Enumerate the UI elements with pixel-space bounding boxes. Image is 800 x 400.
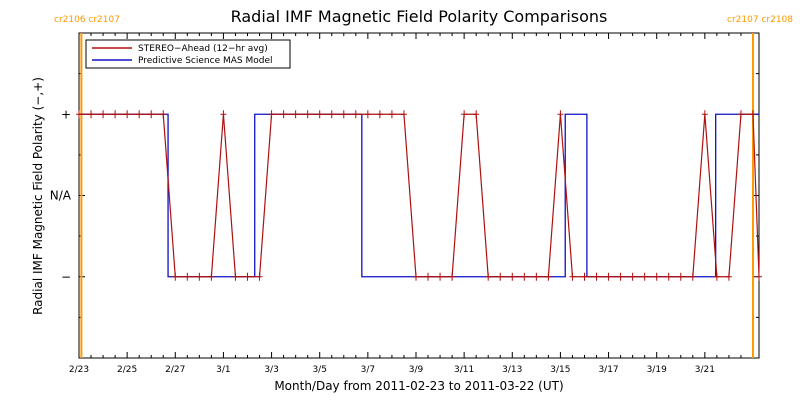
stereo-point xyxy=(449,272,456,281)
stereo-point xyxy=(581,272,588,281)
stereo-point xyxy=(725,272,732,281)
stereo-point xyxy=(184,272,191,281)
stereo-point xyxy=(208,272,215,281)
stereo-point xyxy=(461,110,468,119)
stereo-point xyxy=(425,272,432,281)
carrington-label-left: cr2106 cr2107 xyxy=(54,15,120,25)
stereo-point xyxy=(593,272,600,281)
stereo-point xyxy=(196,272,203,281)
stereo-point xyxy=(316,110,323,119)
plot-frame xyxy=(78,32,760,359)
stereo-point xyxy=(629,272,636,281)
stereo-point xyxy=(352,110,359,119)
stereo-point xyxy=(376,110,383,119)
stereo-point xyxy=(473,110,480,119)
x-tick-label: 3/13 xyxy=(502,365,522,375)
stereo-point xyxy=(328,110,335,119)
stereo-point xyxy=(713,272,720,281)
stereo-point xyxy=(485,272,492,281)
stereo-point xyxy=(88,110,95,119)
stereo-point xyxy=(304,110,311,119)
stereo-point xyxy=(545,272,552,281)
x-tick-label: 3/1 xyxy=(216,365,230,375)
stereo-point xyxy=(557,110,564,119)
stereo-point xyxy=(737,110,744,119)
model-series xyxy=(79,113,759,278)
stereo-point xyxy=(112,110,119,119)
legend-stereo-label: STEREO−Ahead (12−hr avg) xyxy=(138,44,268,54)
stereo-point xyxy=(148,110,155,119)
stereo-point xyxy=(509,272,516,281)
stereo-point xyxy=(160,110,167,119)
stereo-point xyxy=(533,272,540,281)
stereo-point xyxy=(220,110,227,119)
stereo-series-line xyxy=(79,113,760,278)
stereo-point xyxy=(388,110,395,119)
stereo-point xyxy=(136,110,143,119)
stereo-point xyxy=(244,272,251,281)
stereo-point xyxy=(124,110,131,119)
stereo-point xyxy=(232,272,239,281)
stereo-point xyxy=(437,272,444,281)
stereo-series xyxy=(76,110,762,281)
stereo-point xyxy=(701,110,708,119)
stereo-point xyxy=(605,272,612,281)
x-tick-label: 3/21 xyxy=(695,365,715,375)
stereo-point xyxy=(569,272,576,281)
chart-title: Radial IMF Magnetic Field Polarity Compa… xyxy=(231,7,608,26)
stereo-point xyxy=(400,110,407,119)
x-tick-label: 3/17 xyxy=(598,365,618,375)
legend: STEREO−Ahead (12−hr avg) Predictive Scie… xyxy=(85,39,291,69)
x-tick-label: 3/11 xyxy=(454,365,474,375)
x-axis: 2/23 2/25 2/27 3/1 3/3 3/5 3/7 3/9 3/11 3/13 3/15 3… xyxy=(69,33,754,375)
x-tick-label: 3/5 xyxy=(312,365,326,375)
x-tick-label: 3/7 xyxy=(361,365,375,375)
y-tick-label: N/A xyxy=(50,189,72,203)
x-tick-label: 2/27 xyxy=(165,365,185,375)
stereo-point xyxy=(521,272,528,281)
x-tick-label: 2/23 xyxy=(69,365,89,375)
y-tick-label: − xyxy=(61,270,71,284)
stereo-point xyxy=(617,272,624,281)
x-axis-label: Month/Day from 2011-02-23 to 2011-03-22 … xyxy=(274,379,563,393)
stereo-point xyxy=(689,272,696,281)
x-tick-label: 3/9 xyxy=(409,365,424,375)
carrington-boundaries xyxy=(80,33,754,358)
stereo-point xyxy=(665,272,672,281)
x-tick-label: 2/25 xyxy=(117,365,137,375)
x-tick-label: 3/15 xyxy=(550,365,570,375)
stereo-point xyxy=(172,272,179,281)
stereo-point xyxy=(677,272,684,281)
stereo-point xyxy=(412,272,419,281)
x-tick-label: 3/19 xyxy=(647,365,667,375)
stereo-point xyxy=(641,272,648,281)
stereo-point xyxy=(292,110,299,119)
stereo-point xyxy=(268,110,275,119)
stereo-point xyxy=(756,272,762,281)
stereo-point xyxy=(749,110,756,119)
stereo-point xyxy=(340,110,347,119)
stereo-point xyxy=(100,110,107,119)
y-tick-label: + xyxy=(61,107,71,121)
y-axis: + N/A − xyxy=(50,73,759,318)
model-series-line xyxy=(79,113,759,278)
stereo-point xyxy=(280,110,287,119)
stereo-point xyxy=(653,272,660,281)
stereo-point xyxy=(256,272,263,281)
stereo-point xyxy=(364,110,371,119)
stereo-point xyxy=(497,272,504,281)
carrington-label-right: cr2107 cr2108 xyxy=(727,15,793,25)
y-axis-label: Radial IMF Magnetic Field Polarity (−,+) xyxy=(31,77,45,315)
x-tick-label: 3/3 xyxy=(264,365,278,375)
legend-model-label: Predictive Science MAS Model xyxy=(138,56,273,66)
stereo-point xyxy=(76,110,82,119)
legend-box xyxy=(85,39,291,69)
